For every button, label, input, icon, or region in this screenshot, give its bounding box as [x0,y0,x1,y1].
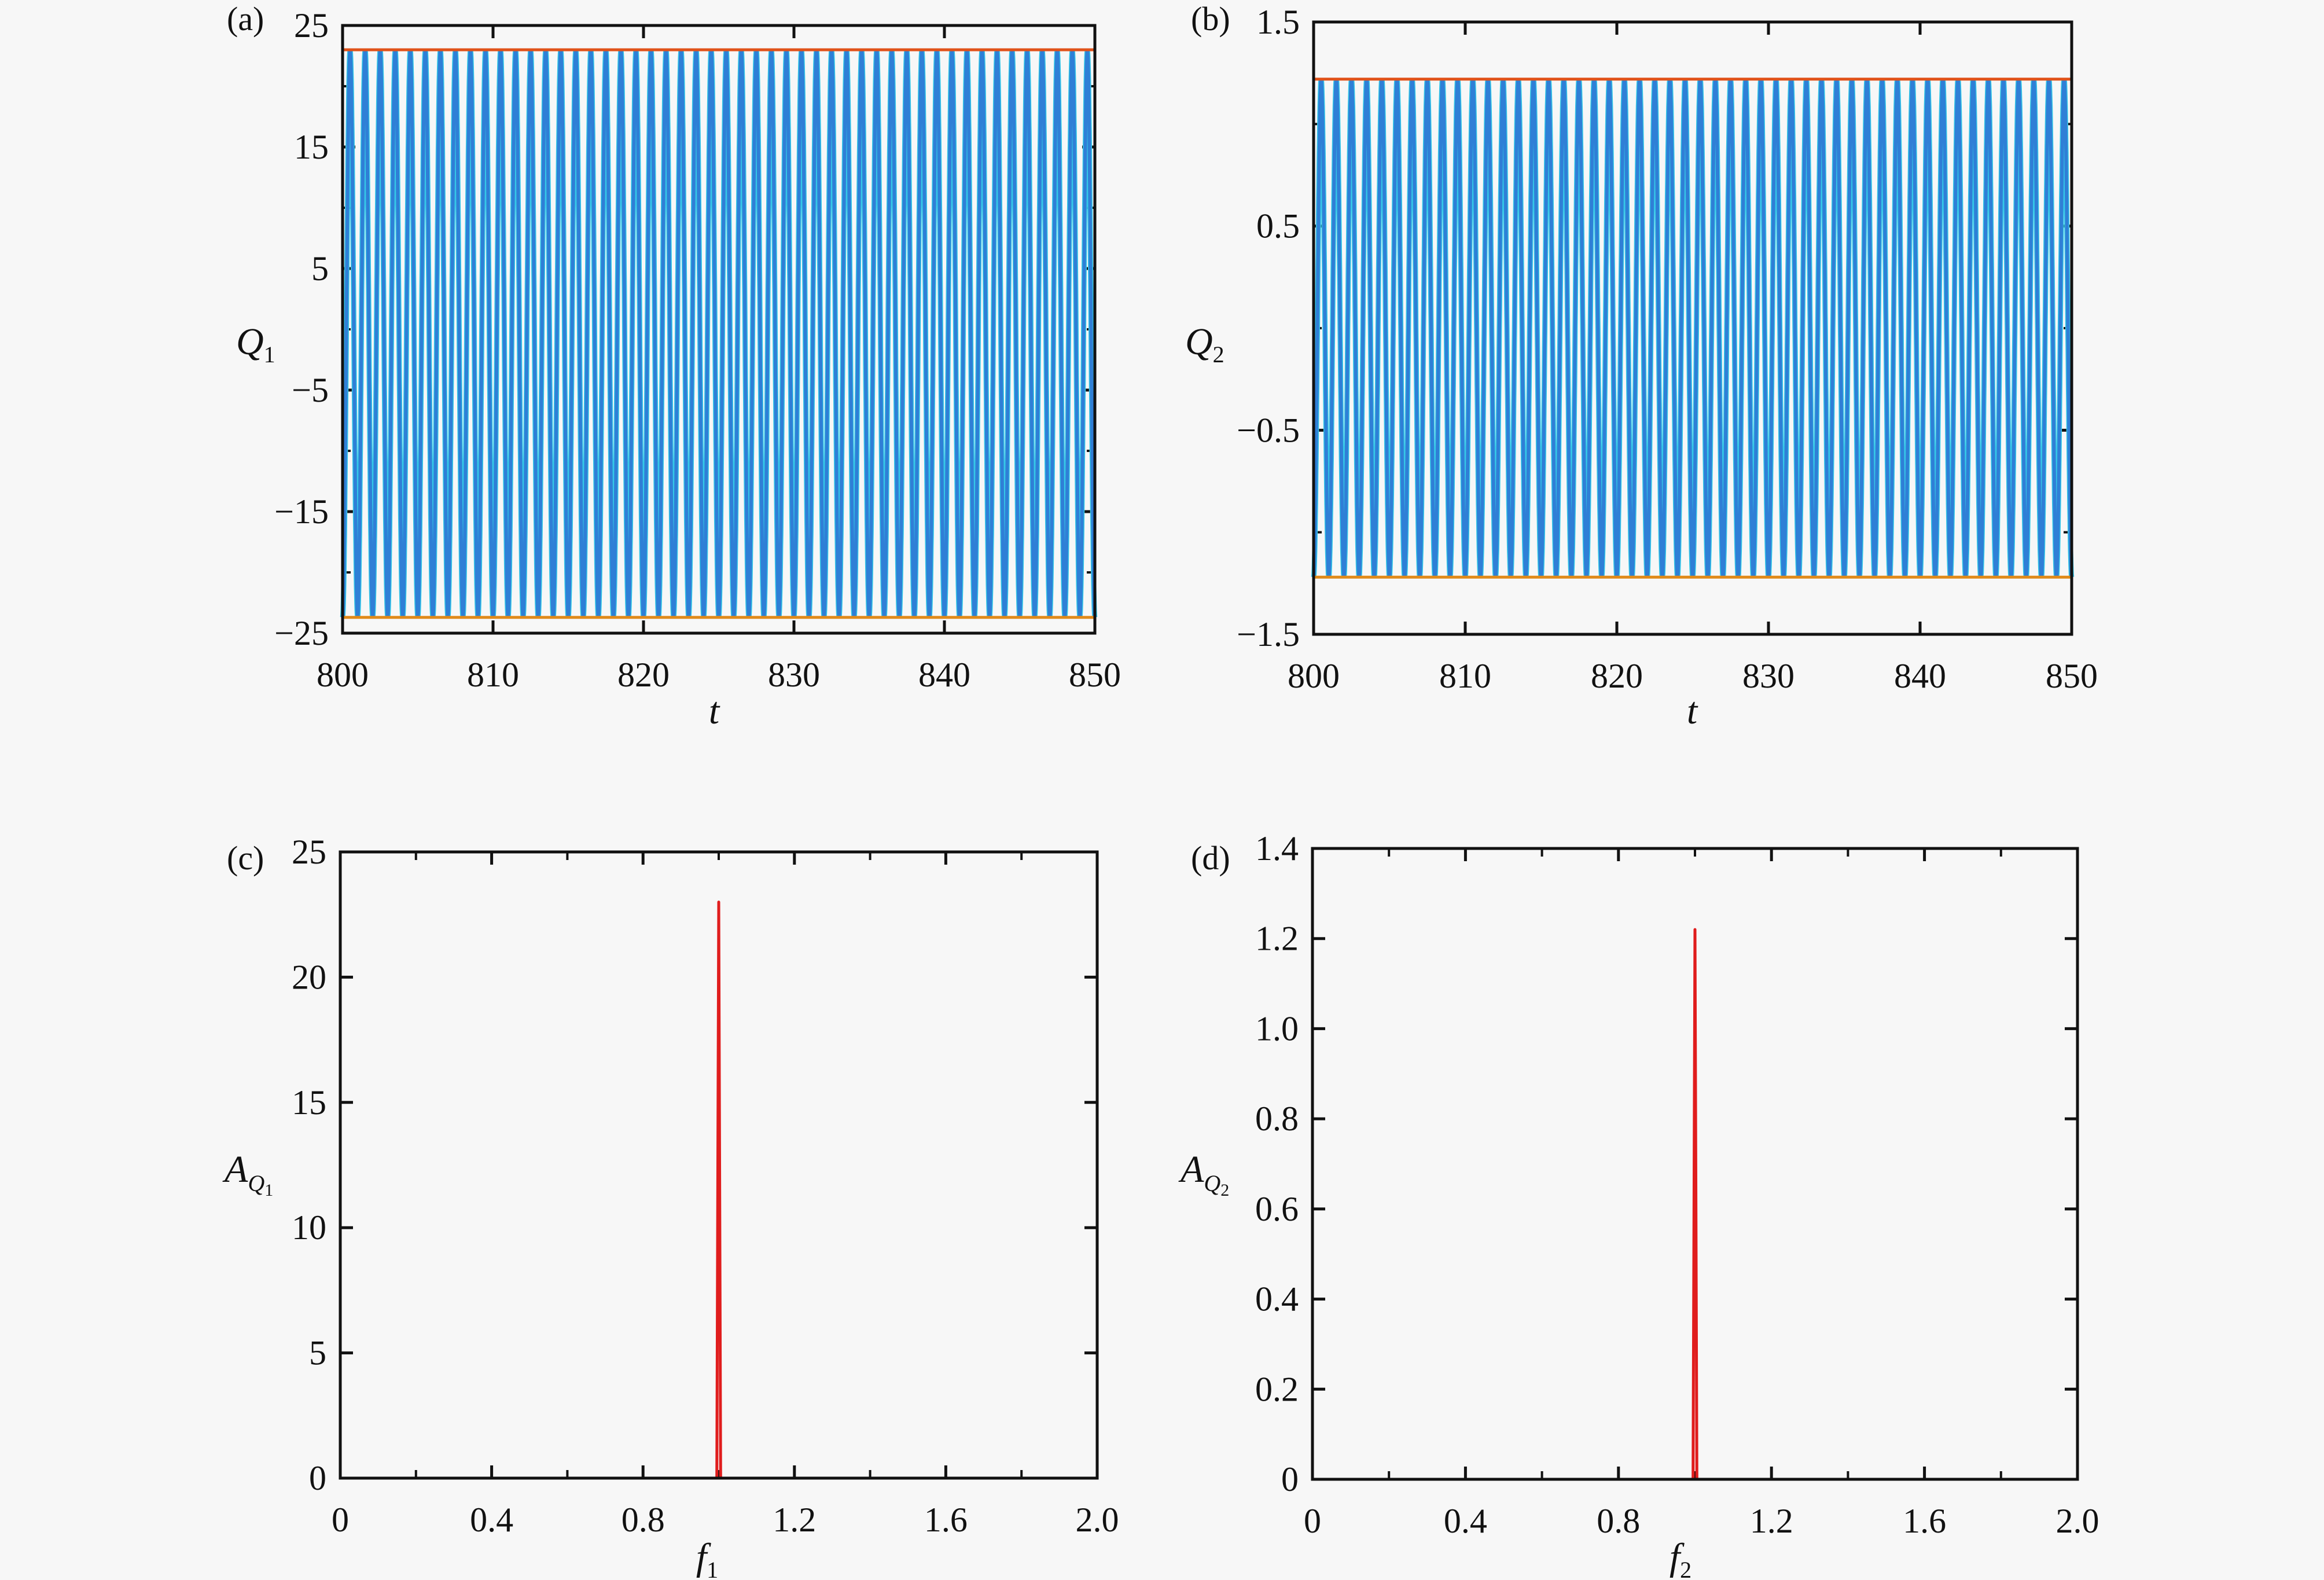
panel-b-series [1311,78,2075,579]
spectrum-line [340,901,1097,1480]
signal-line-glow [1311,78,2075,578]
y-tick-label: 5 [311,249,329,288]
panel-c-y-axis-label: AQ1 [222,1148,273,1200]
x-tick-label: 0.4 [470,1501,513,1539]
x-tick-label: 820 [1591,657,1643,695]
y-tick-label: −0.5 [1237,411,1300,449]
panel-b-plot-frame [1312,20,2073,636]
panel-c-x-ticks: 0 0.4 0.8 1.2 1.6 2.0 [332,852,1119,1539]
y-tick-label: 0.8 [1255,1100,1299,1138]
panel-c-series [340,901,1097,1480]
x-tick-label: 0 [1304,1502,1321,1540]
y-tick-label: −5 [292,371,329,409]
panel-c-x-axis-label: f1 [696,1536,718,1580]
x-tick-label: 2.0 [2056,1502,2099,1540]
y-tick-label: 0 [1281,1460,1299,1498]
y-tick-label: 0.5 [1256,207,1300,245]
panel-a-x-ticks: 800 810 820 830 840 850 [317,25,1121,694]
x-tick-label: 840 [1894,657,1946,695]
y-tick-label: 15 [294,128,329,166]
panel-a-plot-frame [341,24,1097,635]
y-tick-label: 0.4 [1255,1280,1299,1318]
panel-b-y-axis-label: Q2 [1185,321,1224,368]
panel-d-y-ticks: 1.4 1.2 1.0 0.8 0.6 0.4 0.2 0 [1255,829,2077,1498]
x-tick-label: 840 [918,656,970,694]
y-tick-label: −25 [274,614,329,652]
panel-d-x-ticks: 0 0.4 0.8 1.2 1.6 2.0 [1304,848,2099,1540]
x-tick-label: 2.0 [1076,1501,1119,1539]
x-tick-label: 1.2 [773,1501,816,1539]
panel-b-x-axis-label: t [1687,690,1698,732]
panel-a-y-ticks: 25 15 5 −5 −15 −25 [274,6,1095,652]
x-tick-label: 810 [467,656,519,694]
y-tick-label: −15 [274,493,329,531]
y-tick-label: 0.2 [1255,1370,1299,1408]
x-tick-label: 800 [317,656,369,694]
x-tick-label: 0 [332,1501,349,1539]
x-tick-label: 810 [1439,657,1491,695]
y-tick-label: 1.5 [1256,3,1300,41]
panel-a-x-axis-label: t [709,690,720,732]
x-tick-label: 1.6 [1903,1502,1946,1540]
panel-c-plot-frame [339,850,1099,1480]
panel-a-series [340,48,1098,619]
panel-c-label: (c) [227,839,264,877]
y-tick-label: 10 [292,1208,326,1247]
y-tick-label: 25 [294,6,329,45]
x-tick-label: 0.8 [622,1501,665,1539]
x-tick-label: 0.4 [1444,1502,1487,1540]
x-tick-label: 1.2 [1750,1502,1793,1540]
y-tick-label: 5 [309,1334,326,1372]
panel-d-spectrum-q2: (d) 0 0.4 0.8 1.2 1.6 2.0 1.41.21.00.80.60.40… [1178,829,2099,1580]
y-tick-label: 15 [292,1083,326,1122]
x-tick-label: 800 [1288,657,1340,695]
x-tick-label: 850 [2046,657,2098,695]
y-tick-label: 0.6 [1255,1190,1299,1228]
y-tick-label: 1.4 [1255,829,1299,868]
panel-a-y-axis-label: Q1 [236,321,275,368]
panel-d-series [1312,928,2077,1481]
panel-a-time-series-q1: (a) 800 810 820 830 840 850 25 15 5 −5 −15 −25 t Q… [227,0,1121,732]
panel-d-x-axis-label: f2 [1670,1536,1691,1580]
x-tick-label: 1.6 [924,1501,968,1539]
y-tick-label: 25 [292,833,326,871]
signal-line-glow [340,49,1098,618]
panel-b-label: (b) [1191,0,1230,38]
spectrum-line [1312,928,2077,1481]
x-tick-label: 830 [768,656,820,694]
panel-a-label: (a) [227,0,264,38]
panel-d-plot-frame [1311,847,2079,1481]
panel-c-y-ticks: 25 20 15 10 5 0 [292,833,1097,1497]
y-tick-label: 0 [309,1459,326,1497]
y-tick-label: 1.2 [1255,920,1299,958]
y-tick-label: 20 [292,958,326,996]
x-tick-label: 0.8 [1597,1502,1640,1540]
x-tick-label: 850 [1069,656,1121,694]
panel-d-label: (d) [1191,839,1230,877]
x-tick-label: 820 [617,656,670,694]
panel-b-time-series-q2: (b) 800 810 820 830 840 850 1.50.5−0.5−1.5 t … [1185,0,2098,732]
x-tick-label: 830 [1742,657,1795,695]
y-tick-label: −1.5 [1237,615,1300,653]
y-tick-label: 1.0 [1255,1009,1299,1048]
panel-c-spectrum-q1: (c) 0 0.4 0.8 1.2 1.6 2.0 25 20 15 10 5 0 f1 AQ1 [222,833,1119,1580]
panel-d-y-axis-label: AQ2 [1178,1148,1229,1200]
